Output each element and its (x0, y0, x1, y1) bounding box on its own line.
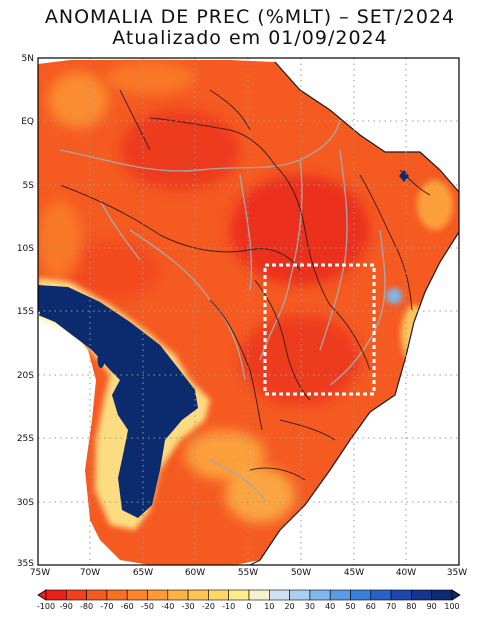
colorbar-bin (208, 589, 229, 601)
colorbar-labels: -100 -90 -80 -70 -60 -50 -40 -30 -20 -10 0 10 20 30 40… (37, 602, 460, 611)
colorbar-tick-label: 90 (427, 602, 437, 611)
colorbar-arrow-left (37, 589, 47, 601)
map-subtitle: Atualizado em 01/09/2024 (112, 27, 388, 49)
colorbar-tick-label: 0 (246, 602, 251, 611)
colorbar-tick-label: 10 (264, 602, 274, 611)
lon-label: 75W (30, 568, 50, 578)
colorbar-bin (228, 589, 250, 601)
colorbar-bin (411, 589, 432, 601)
colorbar-tick-label: -70 (100, 602, 113, 611)
lat-label: EQ (21, 117, 34, 127)
colorbar-tick-label: 40 (325, 602, 335, 611)
colorbar-tick-label: 60 (366, 602, 376, 611)
lat-label: 5N (22, 54, 34, 64)
lat-label: 25S (17, 434, 34, 444)
colorbar-bin (329, 589, 351, 601)
colorbar-bin (350, 589, 372, 601)
precip-field (38, 58, 459, 565)
lon-axis: 75W 70W 65W 60W 55W 50W 45W 40W 35W (30, 568, 467, 578)
colorbar-tick-label: -30 (182, 602, 195, 611)
lat-label: 15S (17, 307, 34, 317)
lon-label: 65W (133, 568, 153, 578)
colorbar-bin (431, 589, 453, 601)
lon-label: 60W (185, 568, 205, 578)
lat-label: 5S (23, 181, 35, 191)
colorbar-tick-label: -50 (141, 602, 154, 611)
colorbar (37, 589, 461, 601)
colorbar-tick-label: -10 (222, 602, 235, 611)
lon-label: 50W (291, 568, 311, 578)
colorbar-bin (106, 589, 128, 601)
colorbar-tick-label: -80 (80, 602, 93, 611)
colorbar-bin (45, 589, 67, 601)
colorbar-bin (248, 589, 270, 601)
colorbar-tick-label: 70 (386, 602, 396, 611)
lat-label: 35S (17, 559, 34, 569)
watermark-text: VALUATA (303, 520, 445, 551)
lon-label: 70W (80, 568, 100, 578)
lat-axis: 5N EQ 5S 10S 15S 20S 25S 30S 35S (17, 54, 34, 569)
colorbar-tick-label: -90 (60, 602, 73, 611)
colorbar-bin (370, 589, 392, 601)
colorbar-bin (86, 589, 108, 601)
map-title: ANOMALIA DE PREC (%MLT) – SET/2024 (44, 6, 456, 28)
lat-label: 30S (17, 498, 34, 508)
colorbar-bin (167, 589, 189, 601)
lon-label: 45W (344, 568, 364, 578)
lon-label: 55W (238, 568, 258, 578)
lat-label: 20S (17, 371, 34, 381)
wet-anomaly-south (38, 285, 198, 518)
lon-label: 35W (447, 568, 467, 578)
colorbar-bin (66, 589, 87, 601)
colorbar-bin (309, 589, 331, 601)
colorbar-tick-label: -20 (202, 602, 215, 611)
colorbar-tick-label: 100 (444, 602, 459, 611)
colorbar-bin (289, 589, 311, 601)
colorbar-tick-label: 80 (406, 602, 416, 611)
colorbar-bin (390, 589, 412, 601)
lon-label: 40W (396, 568, 416, 578)
colorbar-bin (268, 589, 290, 601)
lat-label: 10S (17, 244, 34, 254)
colorbar-tick-label: 30 (305, 602, 315, 611)
colorbar-tick-label: -40 (161, 602, 174, 611)
colorbar-tick-label: -60 (121, 602, 134, 611)
colorbar-bin (187, 589, 209, 601)
colorbar-bin (126, 589, 148, 601)
colorbar-tick-label: -100 (37, 602, 55, 611)
colorbar-arrow-right (451, 589, 461, 601)
colorbar-bin (147, 589, 169, 601)
colorbar-tick-label: 50 (345, 602, 355, 611)
colorbar-tick-label: 20 (285, 602, 295, 611)
